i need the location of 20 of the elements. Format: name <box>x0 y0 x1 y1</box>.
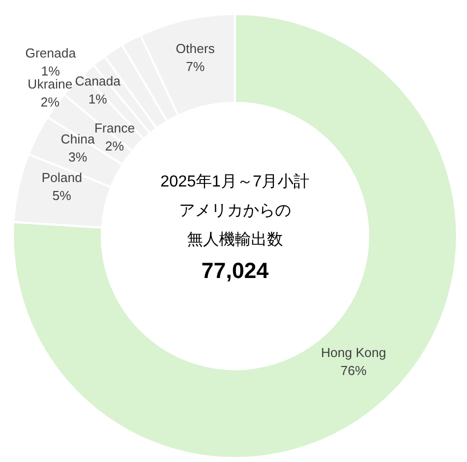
slice-label: Others <box>176 40 216 56</box>
data-label: 5% <box>52 188 72 204</box>
data-label: 76% <box>340 362 367 378</box>
data-label: 2% <box>105 138 124 154</box>
text: 77,024 <box>201 258 270 284</box>
data-label: 1% <box>88 91 108 106</box>
data-label: 3% <box>68 149 88 164</box>
text: 無人機輸出数 <box>187 230 283 248</box>
text: アメリカからの <box>179 202 291 220</box>
text: 2025年1月～7月小計 <box>160 172 310 190</box>
slice-label: Canada <box>74 73 122 88</box>
data-label: 2% <box>40 94 60 110</box>
slice-label: France <box>94 120 135 136</box>
slice-label: Ukraine <box>28 76 72 92</box>
slice-label: Poland <box>42 170 82 186</box>
slice-label: Grenada <box>25 45 77 60</box>
data-label: 1% <box>41 63 60 78</box>
slice-label: Hong Kong <box>321 344 386 360</box>
data-label: 7% <box>186 58 206 74</box>
slice-label: China <box>60 131 96 146</box>
